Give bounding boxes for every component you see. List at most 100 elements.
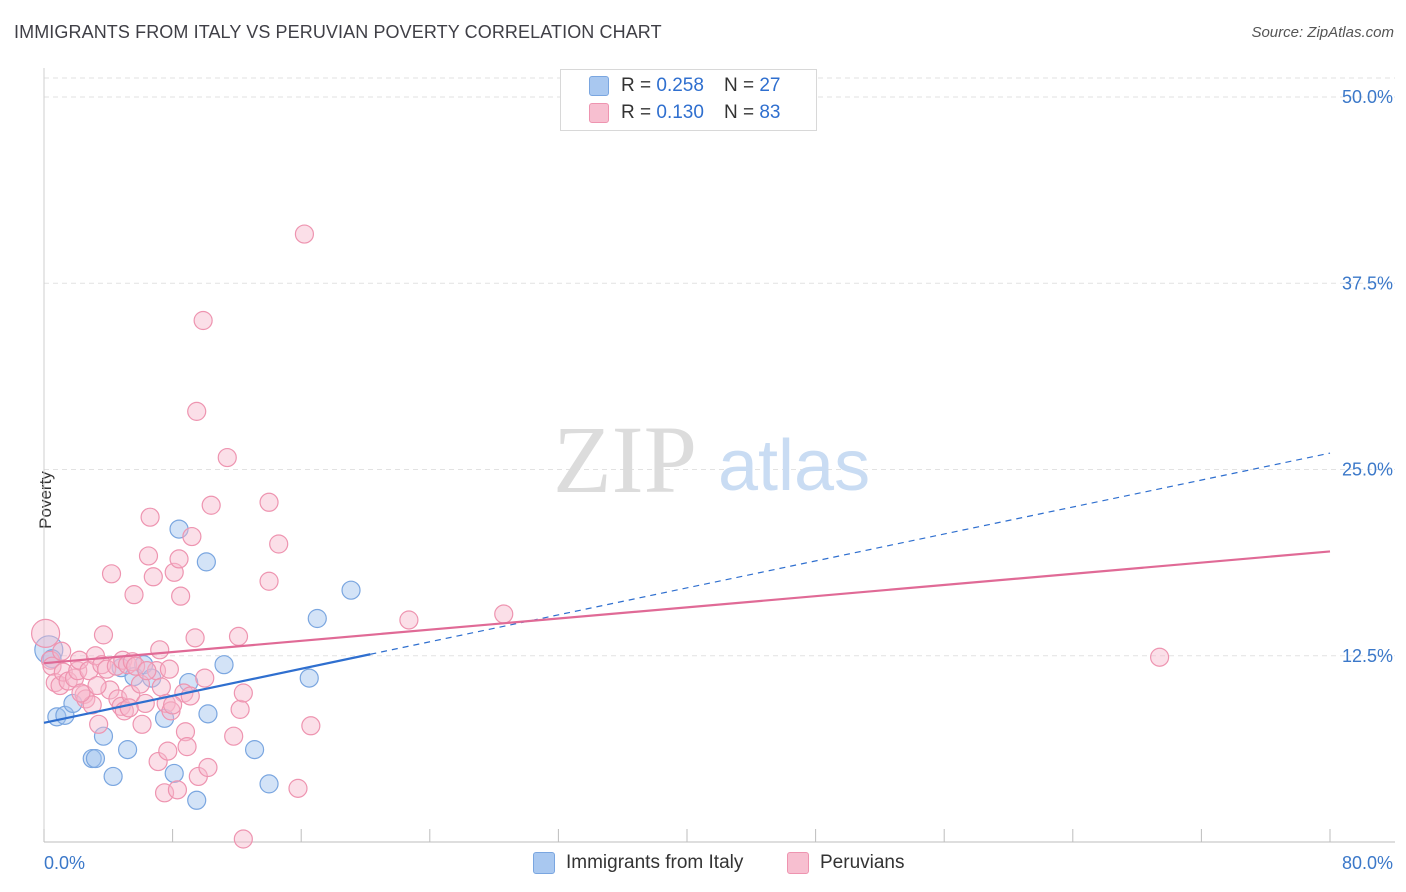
legend-r-value: 0.130 <box>656 102 704 123</box>
axes <box>43 68 1395 843</box>
correlation-legend: R = 0.258 N = 27 R = 0.130 N = 83 <box>560 69 817 131</box>
point-peruvians <box>269 534 289 554</box>
legend-row-peruvians: R = 0.130 N = 83 <box>561 100 780 126</box>
point-peruvians <box>1150 647 1170 667</box>
data-points <box>31 224 1170 849</box>
trend-italy-solid <box>43 653 371 724</box>
point-peruvians <box>185 628 205 648</box>
point-peruvians <box>198 757 218 778</box>
point-peruvians <box>71 683 91 703</box>
bottom-legend-label-italy: Immigrants from Italy <box>566 852 744 873</box>
trend-peruvians <box>43 550 1331 665</box>
y-tick-label: 12.5% <box>1342 646 1393 666</box>
point-peruvians <box>101 564 122 584</box>
bottom-legend-italy: Immigrants from Italy <box>533 852 743 874</box>
point-italy <box>85 748 106 769</box>
point-peruvians <box>169 549 189 569</box>
point-peruvians <box>233 829 253 849</box>
point-peruvians <box>119 698 139 718</box>
point-peruvians <box>224 726 244 746</box>
source-credit: Source: ZipAtlas.com <box>1251 24 1394 41</box>
legend-n-label: N = <box>723 102 755 123</box>
point-peruvians <box>124 585 144 605</box>
y-tick-label: 37.5% <box>1342 273 1393 293</box>
point-peruvians <box>294 224 315 244</box>
point-italy <box>196 552 216 572</box>
point-peruvians <box>230 699 250 719</box>
point-peruvians <box>158 741 178 761</box>
trend-italy-dashed <box>370 452 1331 655</box>
point-italy <box>164 763 184 784</box>
point-peruvians <box>89 714 109 734</box>
point-peruvians <box>171 586 191 606</box>
point-peruvians <box>177 737 197 757</box>
watermark-zip: ZIP <box>553 406 697 513</box>
point-peruvians <box>151 677 171 697</box>
point-peruvians <box>138 546 159 566</box>
tick-labels: 12.5% 25.0% 37.5% 50.0% 0.0% 80.0% <box>44 87 1393 873</box>
point-peruvians <box>52 641 72 661</box>
legend-row-italy: R = 0.258 N = 27 <box>561 73 780 99</box>
legend-n-value: 83 <box>759 102 781 123</box>
point-italy <box>244 740 265 760</box>
point-peruvians <box>132 714 152 734</box>
bottom-legend-swatch-peruvians <box>787 852 809 874</box>
point-italy <box>103 766 123 787</box>
point-peruvians <box>259 492 279 512</box>
point-peruvians <box>399 610 419 630</box>
point-peruvians <box>217 447 237 468</box>
y-tick-label: 50.0% <box>1342 87 1393 107</box>
point-italy <box>187 790 207 810</box>
gridlines <box>44 77 1395 657</box>
point-peruvians <box>187 401 207 421</box>
legend-n-value: 27 <box>759 75 781 96</box>
point-peruvians <box>494 604 514 624</box>
point-italy <box>259 774 279 794</box>
point-peruvians <box>201 495 221 515</box>
point-italy <box>299 668 319 688</box>
legend-n-label: N = <box>723 75 755 96</box>
chart-title: IMMIGRANTS FROM ITALY VS PERUVIAN POVERT… <box>14 22 662 42</box>
point-peruvians <box>195 668 215 688</box>
point-peruvians <box>228 626 249 646</box>
point-peruvians <box>288 778 308 798</box>
point-peruvians <box>137 661 157 681</box>
point-peruvians <box>140 507 160 527</box>
x-tick-label: 80.0% <box>1342 853 1393 873</box>
point-italy <box>93 726 114 746</box>
bottom-legend-label-peruvians: Peruvians <box>820 852 905 873</box>
point-italy <box>214 655 234 675</box>
point-peruvians <box>193 310 213 331</box>
point-peruvians <box>53 662 73 682</box>
bottom-legend-peruvians: Peruvians <box>787 852 905 874</box>
point-peruvians <box>159 659 179 679</box>
bottom-legend-swatch-italy <box>533 852 555 874</box>
point-peruvians <box>87 675 107 696</box>
point-peruvians <box>82 695 102 715</box>
point-peruvians <box>167 780 188 800</box>
point-peruvians <box>182 526 202 547</box>
legend-r-label: R = <box>621 75 652 96</box>
legend-swatch-peruvians <box>589 103 609 123</box>
point-peruvians <box>143 567 163 587</box>
point-peruvians <box>31 618 61 649</box>
y-tick-label: 25.0% <box>1342 460 1393 480</box>
x-tick-label: 0.0% <box>44 853 85 873</box>
point-peruvians <box>233 683 253 703</box>
point-italy <box>341 580 361 600</box>
point-peruvians <box>148 751 168 772</box>
watermark-atlas: atlas <box>718 426 870 506</box>
point-peruvians <box>301 716 321 736</box>
point-italy <box>198 704 218 724</box>
point-italy <box>117 740 138 760</box>
point-peruvians <box>259 571 279 591</box>
legend-r-label: R = <box>621 102 652 123</box>
trend-lines <box>43 452 1331 724</box>
point-peruvians <box>175 722 196 742</box>
legend-swatch-italy <box>589 76 609 96</box>
legend-r-value: 0.258 <box>656 75 704 96</box>
point-peruvians <box>126 656 146 676</box>
point-peruvians <box>163 695 183 715</box>
point-peruvians <box>93 625 114 645</box>
